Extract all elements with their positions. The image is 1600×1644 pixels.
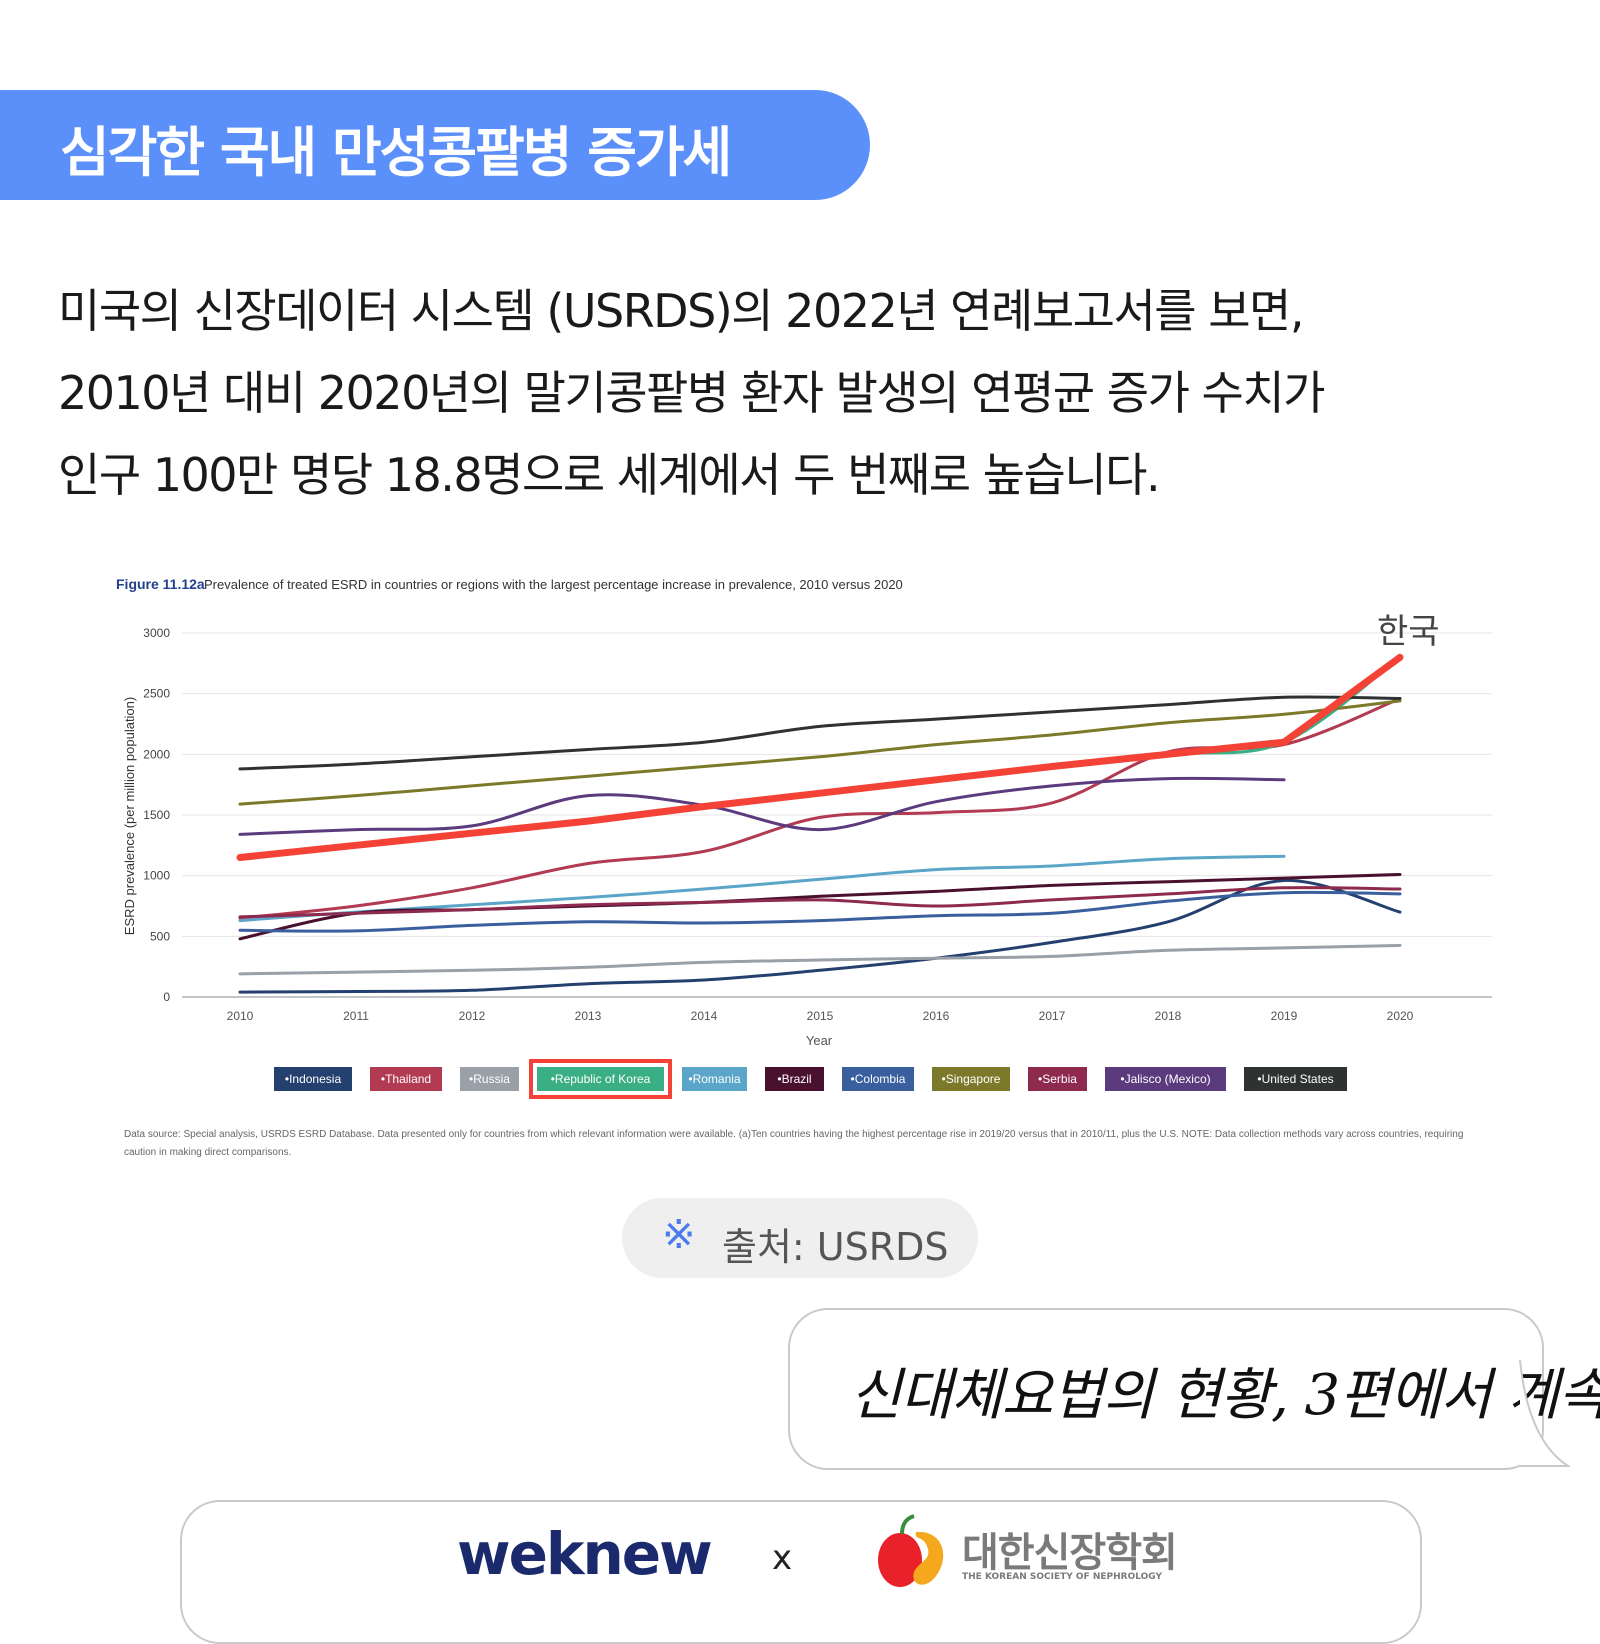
x-axis-label: Year [806, 1033, 833, 1048]
y-tick-label: 0 [163, 990, 170, 1004]
legend-swatch-russia [460, 1067, 519, 1091]
x-tick-label: 2020 [1387, 1009, 1414, 1023]
society-emblem-icon [878, 1514, 944, 1587]
y-tick-label: 3000 [143, 626, 170, 640]
y-axis-ticks: 0 500 1000 1500 2000 2500 3000 [143, 626, 170, 1004]
legend-label: •Singapore [942, 1072, 1001, 1086]
legend-swatch-republic-of-korea [537, 1067, 664, 1091]
series-line-romania [238, 854, 1286, 923]
legend-label: •Colombia [851, 1072, 906, 1086]
legend-highlight-box [529, 1059, 672, 1099]
footer: weknew x 대한신장학회 THE KOREAN SOCIETY OF NE… [180, 1500, 1422, 1644]
legend-label: •United States [1257, 1072, 1333, 1086]
x-tick-label: 2018 [1155, 1009, 1182, 1023]
source-label: 출처: USRDS [722, 1225, 949, 1269]
x-tick-label: 2012 [459, 1009, 486, 1023]
body-line: 2010년 대비 2020년의 말기콩팥병 환자 발생의 연평균 증가 수치가 [58, 366, 1325, 420]
chart-footnote: caution in making direct comparisons. [124, 1147, 291, 1158]
series-line-jalisco-mexico [238, 776, 1286, 836]
highlight-line-republic-of-korea [236, 653, 1404, 861]
x-tick-label: 2011 [343, 1009, 369, 1023]
source-note: ※ 출처: USRDS [622, 1198, 978, 1278]
series-line-indonesia [238, 878, 1402, 994]
legend-swatch-romania [682, 1067, 747, 1091]
y-tick-label: 1500 [143, 808, 170, 822]
series-line-serbia [238, 886, 1402, 919]
x-axis-ticks: 2010 2011 2012 2013 2014 2015 2016 2017 2018 2019… [227, 1009, 1414, 1023]
y-tick-label: 2000 [143, 747, 170, 761]
legend-swatch-serbia [1028, 1067, 1087, 1091]
legend-label: •Jalisco (Mexico) [1120, 1072, 1210, 1086]
legend-swatch-united-states [1244, 1067, 1347, 1091]
gridlines [182, 632, 1492, 937]
body-line: 인구 100만 명당 18.8명으로 세계에서 두 번째로 높습니다. [58, 448, 1161, 502]
x-tick-label: 2015 [807, 1009, 834, 1023]
weknew-logo: weknew [457, 1520, 713, 1588]
speech-bubble-tail [1519, 1359, 1572, 1467]
series-line-thailand [238, 697, 1402, 920]
legend-label: •Thailand [381, 1072, 431, 1086]
korea-highlight [236, 653, 1404, 861]
society-name-en: THE KOREAN SOCIETY OF NEPHROLOGY [962, 1572, 1162, 1582]
page-title: 심각한 국내 만성콩팥병 증가세 [60, 121, 732, 184]
y-tick-label: 500 [150, 929, 170, 943]
legend: •Indonesia •Thailand •Russia •Republic of K… [274, 1059, 1347, 1099]
prevalence-line-chart: Figure 11.12a Prevalence of treated ESRD… [116, 576, 1492, 1158]
logo-separator: x [772, 1538, 793, 1578]
title-banner: 심각한 국내 만성콩팥병 증가세 [0, 90, 870, 200]
legend-label: •Romania [688, 1072, 741, 1086]
x-tick-label: 2016 [923, 1009, 950, 1023]
callout-text: 신대체요법의 현황, 3편에서 계속 [850, 1363, 1600, 1428]
legend-label: •Republic of Korea [551, 1072, 651, 1086]
asterisk-icon: ※ [662, 1212, 696, 1258]
body-paragraph: 미국의 신장데이터 시스템 (USRDS)의 2022년 연례보고서를 보면, … [58, 270, 1568, 516]
chart-title: Prevalence of treated ESRD in countries … [204, 577, 903, 592]
society-name: 대한신장학회 [962, 1530, 1178, 1576]
x-tick-label: 2017 [1039, 1009, 1066, 1023]
legend-swatch-colombia [842, 1067, 914, 1091]
chart-footnote: Data source: Special analysis, USRDS ESR… [124, 1129, 1463, 1140]
series-line-singapore [238, 699, 1402, 806]
series-line-russia [238, 943, 1402, 976]
x-tick-label: 2014 [691, 1009, 718, 1023]
legend-label: •Russia [469, 1072, 510, 1086]
legend-swatch-singapore [932, 1067, 1010, 1091]
series-line-colombia [238, 890, 1402, 933]
speech-bubble: 신대체요법의 현황, 3편에서 계속 [788, 1308, 1600, 1470]
legend-swatch-thailand [370, 1067, 442, 1091]
y-tick-label: 2500 [143, 687, 170, 701]
x-tick-label: 2019 [1271, 1009, 1298, 1023]
y-axis-label: ESRD prevalence (per million population) [122, 697, 137, 935]
x-tick-label: 2010 [227, 1009, 254, 1023]
body-line: 미국의 신장데이터 시스템 (USRDS)의 2022년 연례보고서를 보면, [58, 284, 1304, 338]
legend-label: •Indonesia [285, 1072, 342, 1086]
legend-swatch-indonesia [274, 1067, 352, 1091]
legend-label: •Brazil [777, 1072, 811, 1086]
series-line-united-states [238, 695, 1402, 771]
series-lines [238, 655, 1402, 994]
figure-label: Figure 11.12a [116, 576, 205, 592]
x-tick-label: 2013 [575, 1009, 602, 1023]
legend-swatch-brazil [765, 1067, 824, 1091]
highlight-label: 한국 [1377, 613, 1440, 651]
y-tick-label: 1000 [143, 869, 170, 883]
legend-swatch-jalisco-mexico [1105, 1067, 1226, 1091]
legend-label: •Serbia [1038, 1072, 1077, 1086]
